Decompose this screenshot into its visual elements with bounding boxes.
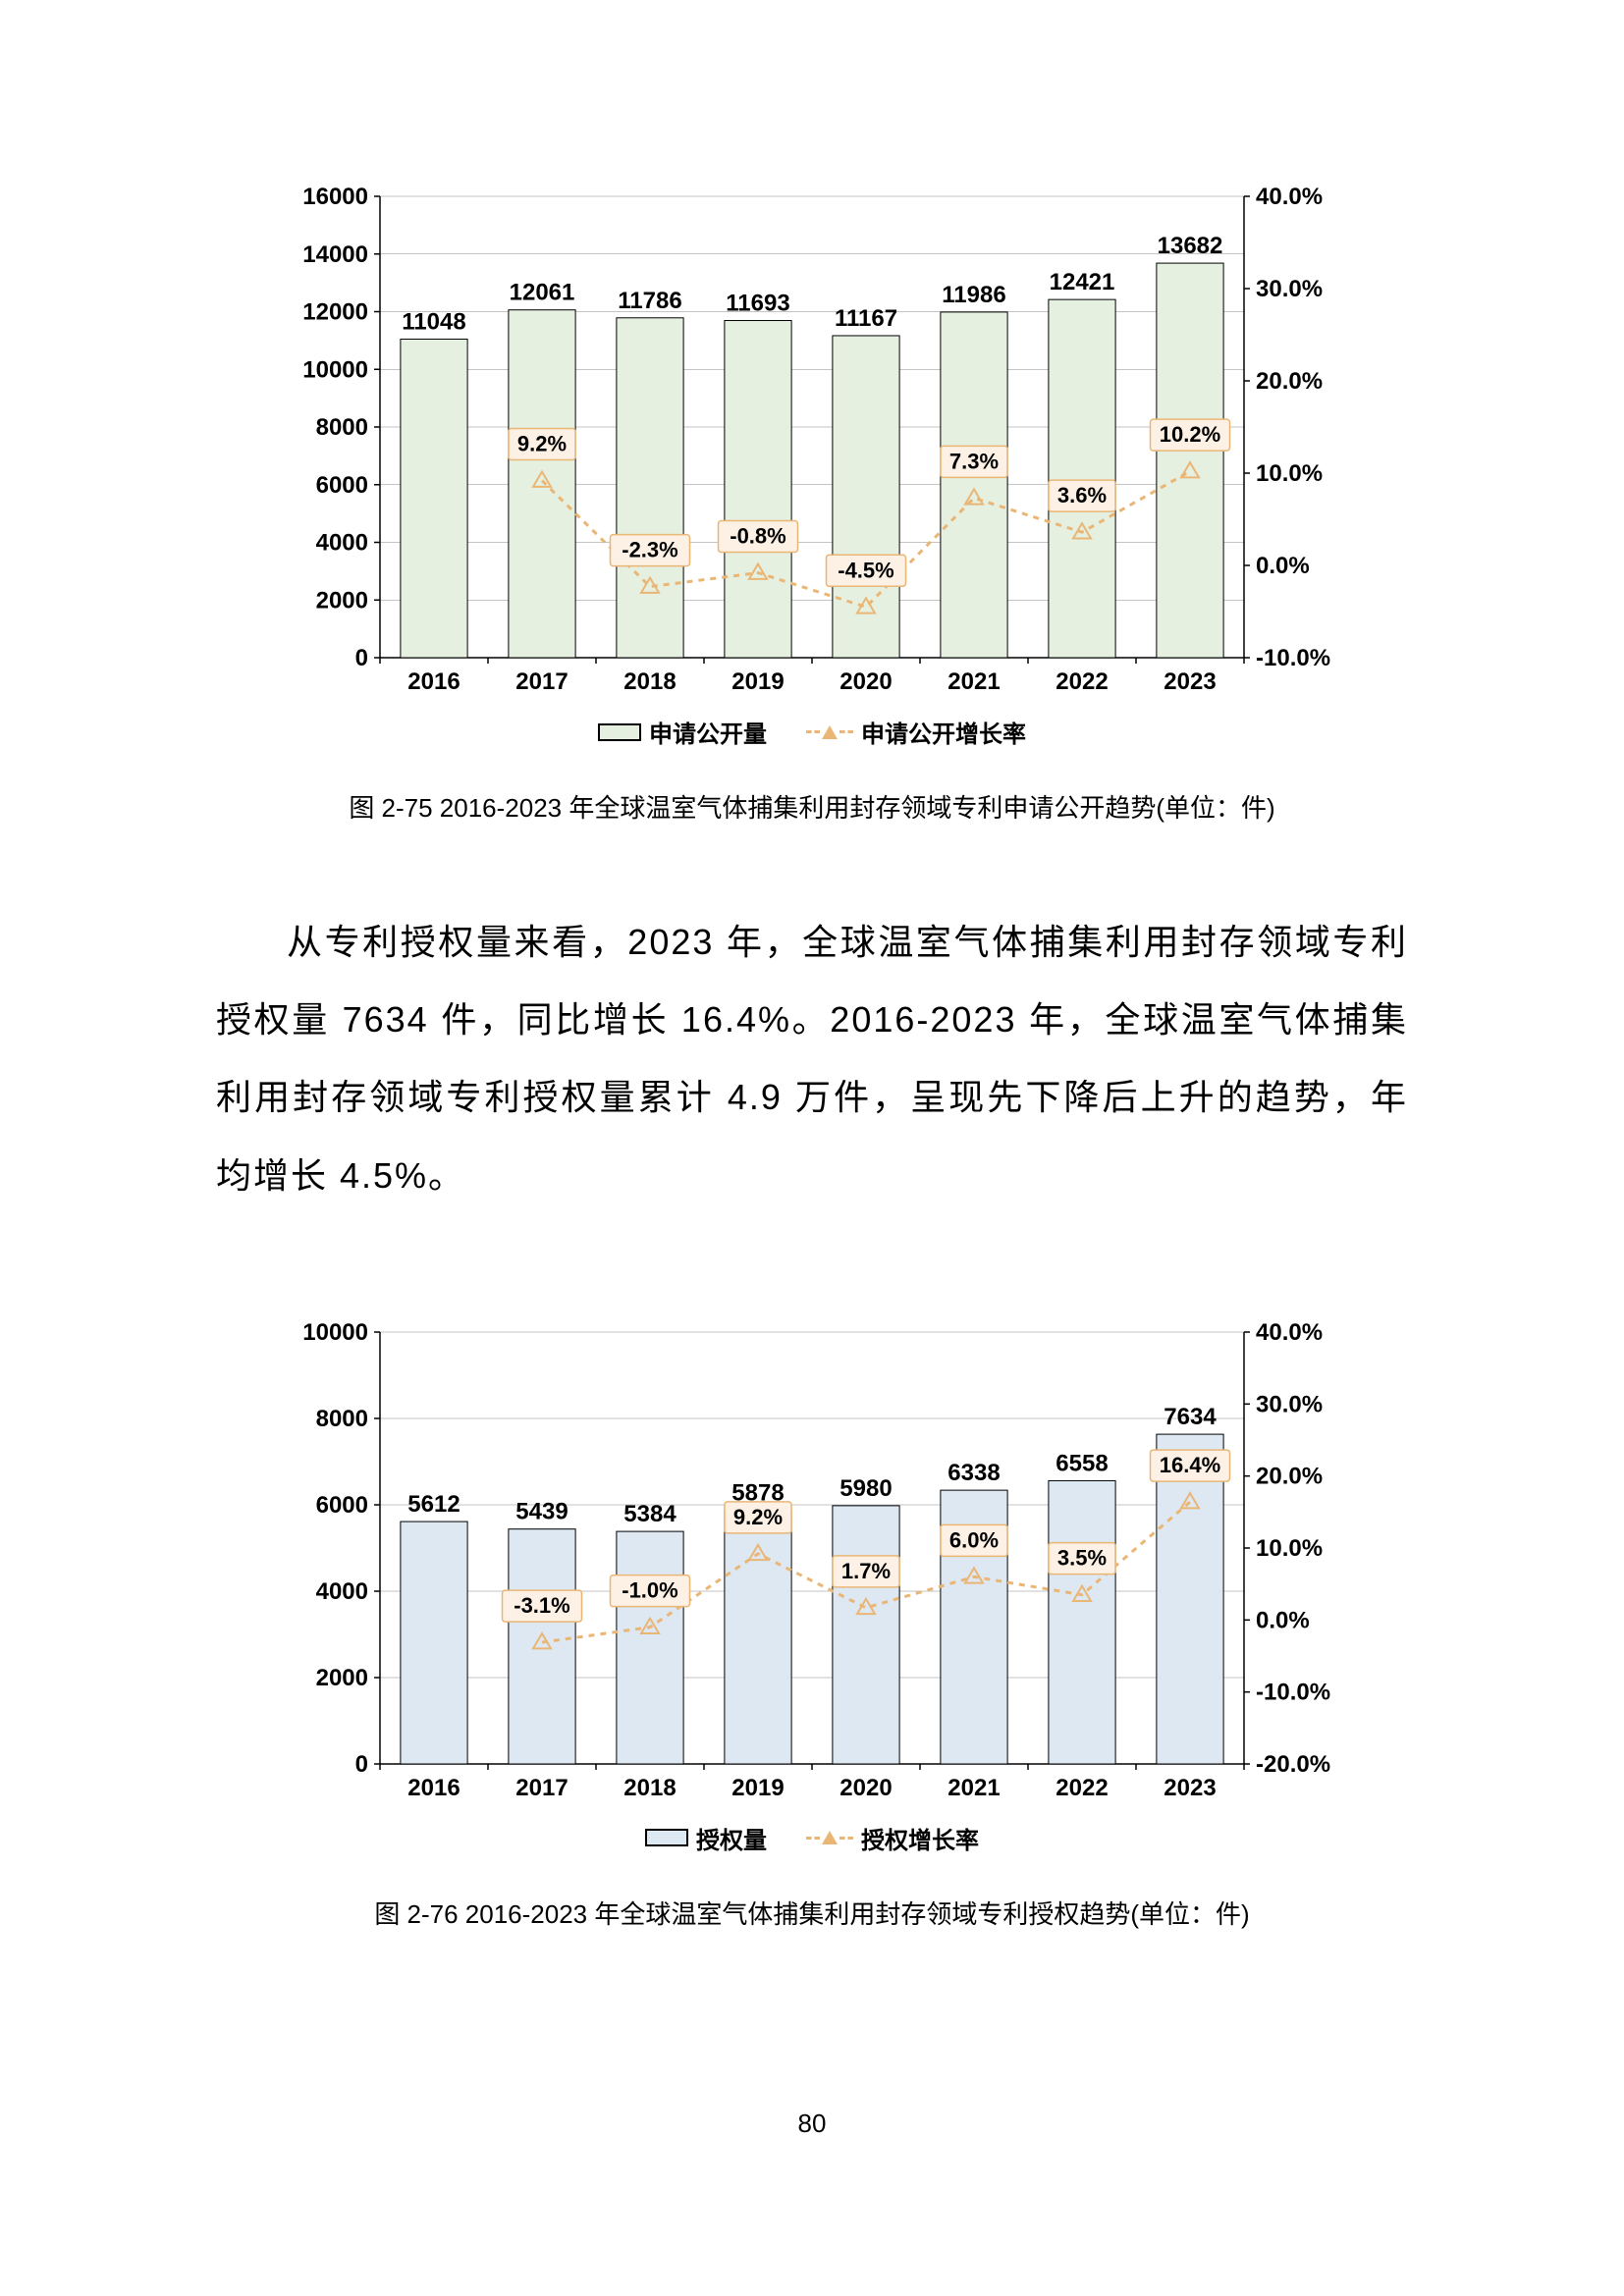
svg-text:14000: 14000 — [302, 241, 368, 268]
svg-text:9.2%: 9.2% — [733, 1505, 783, 1529]
chart-2-svg: 0 2000 4000 6000 8000 10000 -20.0% -10.0% 0.0% 10… — [272, 1293, 1352, 1813]
chart-1-legend: 申请公开量 申请公开增长率 — [272, 715, 1352, 749]
svg-text:11786: 11786 — [618, 288, 681, 314]
svg-text:6000: 6000 — [316, 472, 368, 499]
svg-text:2016: 2016 — [407, 1775, 460, 1801]
svg-text:2019: 2019 — [731, 1775, 784, 1801]
svg-text:2020: 2020 — [839, 668, 892, 695]
legend-bar-label: 申请公开量 — [649, 715, 767, 749]
svg-text:30.0%: 30.0% — [1256, 276, 1323, 302]
svg-text:6338: 6338 — [947, 1460, 1000, 1486]
svg-text:2017: 2017 — [515, 668, 568, 695]
svg-text:12000: 12000 — [302, 299, 368, 326]
svg-text:0: 0 — [355, 645, 368, 671]
svg-text:2017: 2017 — [515, 1775, 568, 1801]
svg-text:6.0%: 6.0% — [949, 1527, 999, 1552]
svg-text:7.3%: 7.3% — [949, 449, 999, 473]
svg-text:2022: 2022 — [1056, 1775, 1108, 1801]
svg-text:5980: 5980 — [839, 1475, 892, 1502]
chart-2: 0 2000 4000 6000 8000 10000 -20.0% -10.0% 0.0% 10… — [272, 1293, 1352, 1855]
page-number: 80 — [0, 2109, 1624, 2139]
svg-text:10.0%: 10.0% — [1256, 1535, 1323, 1562]
svg-text:20.0%: 20.0% — [1256, 368, 1323, 395]
svg-text:20.0%: 20.0% — [1256, 1463, 1323, 1489]
chart-2-caption: 图 2-76 2016-2023 年全球温室气体捕集利用封存领域专利授权趋势(单… — [196, 1895, 1428, 1931]
chart-1-caption: 图 2-75 2016-2023 年全球温室气体捕集利用封存领域专利申请公开趋势… — [196, 788, 1428, 825]
svg-text:30.0%: 30.0% — [1256, 1391, 1323, 1417]
body-paragraph: 从专利授权量来看，2023 年，全球温室气体捕集利用封存领域专利授权量 7634… — [196, 903, 1428, 1214]
svg-text:16.4%: 16.4% — [1160, 1453, 1220, 1477]
legend-line-label: 申请公开增长率 — [861, 715, 1026, 749]
svg-text:6558: 6558 — [1056, 1450, 1108, 1476]
legend-line-item: 授权增长率 — [806, 1821, 979, 1855]
legend-bar-item: 申请公开量 — [598, 715, 767, 749]
svg-text:12421: 12421 — [1050, 269, 1115, 295]
svg-text:0: 0 — [355, 1751, 368, 1778]
svg-text:10.0%: 10.0% — [1256, 460, 1323, 487]
svg-text:1.7%: 1.7% — [841, 1559, 891, 1583]
svg-text:2019: 2019 — [731, 668, 784, 695]
legend-line-label: 授权增长率 — [861, 1821, 979, 1855]
chart-2-legend: 授权量 授权增长率 — [272, 1821, 1352, 1855]
chart-1: 0 2000 4000 6000 8000 10000 12000 14000 16000 -10… — [272, 157, 1352, 749]
svg-text:3.6%: 3.6% — [1057, 483, 1107, 507]
svg-text:11048: 11048 — [402, 308, 465, 335]
chart-1-svg: 0 2000 4000 6000 8000 10000 12000 14000 16000 -10… — [272, 157, 1352, 707]
svg-text:3.5%: 3.5% — [1057, 1545, 1107, 1570]
svg-text:5384: 5384 — [623, 1501, 677, 1527]
svg-text:0.0%: 0.0% — [1256, 1607, 1310, 1633]
svg-text:6000: 6000 — [316, 1492, 368, 1519]
legend-line-swatch — [806, 1831, 853, 1844]
svg-text:4000: 4000 — [316, 530, 368, 557]
document-page: 0 2000 4000 6000 8000 10000 12000 14000 16000 -10… — [0, 0, 1624, 2296]
svg-text:-10.0%: -10.0% — [1256, 1679, 1330, 1705]
svg-text:9.2%: 9.2% — [517, 432, 567, 456]
svg-text:-2.3%: -2.3% — [622, 538, 677, 562]
svg-text:11986: 11986 — [942, 282, 1005, 308]
svg-text:-4.5%: -4.5% — [838, 558, 893, 582]
svg-text:11167: 11167 — [835, 305, 897, 332]
svg-text:-0.8%: -0.8% — [730, 524, 785, 549]
svg-text:2016: 2016 — [407, 668, 460, 695]
svg-text:2018: 2018 — [623, 1775, 676, 1801]
svg-text:2020: 2020 — [839, 1775, 892, 1801]
svg-text:2022: 2022 — [1056, 668, 1108, 695]
legend-bar-label: 授权量 — [696, 1821, 767, 1855]
svg-text:8000: 8000 — [316, 1406, 368, 1432]
svg-text:5439: 5439 — [515, 1498, 568, 1524]
svg-text:-3.1%: -3.1% — [514, 1593, 569, 1618]
svg-text:10.2%: 10.2% — [1160, 422, 1220, 447]
svg-text:2023: 2023 — [1164, 668, 1216, 695]
svg-text:12061: 12061 — [510, 280, 575, 306]
legend-bar-swatch — [598, 723, 641, 741]
svg-text:4000: 4000 — [316, 1578, 368, 1605]
svg-text:5612: 5612 — [407, 1491, 460, 1518]
svg-text:10000: 10000 — [302, 356, 368, 383]
svg-text:16000: 16000 — [302, 184, 368, 210]
svg-text:-10.0%: -10.0% — [1256, 645, 1330, 671]
svg-text:7634: 7634 — [1164, 1404, 1217, 1430]
svg-text:13682: 13682 — [1158, 233, 1223, 259]
svg-text:0.0%: 0.0% — [1256, 553, 1310, 579]
svg-text:2000: 2000 — [316, 587, 368, 614]
svg-text:40.0%: 40.0% — [1256, 184, 1323, 210]
svg-text:8000: 8000 — [316, 414, 368, 441]
svg-text:2018: 2018 — [623, 668, 676, 695]
svg-text:10000: 10000 — [302, 1319, 368, 1346]
svg-text:2021: 2021 — [947, 1775, 1000, 1801]
legend-line-item: 申请公开增长率 — [806, 715, 1026, 749]
legend-bar-item: 授权量 — [645, 1821, 767, 1855]
svg-text:11693: 11693 — [726, 291, 789, 317]
legend-bar-swatch — [645, 1829, 688, 1846]
svg-text:2023: 2023 — [1164, 1775, 1216, 1801]
svg-text:2000: 2000 — [316, 1665, 368, 1691]
svg-text:-1.0%: -1.0% — [622, 1577, 677, 1602]
svg-text:-20.0%: -20.0% — [1256, 1751, 1330, 1778]
legend-line-swatch — [806, 725, 853, 739]
svg-text:40.0%: 40.0% — [1256, 1319, 1323, 1346]
svg-text:2021: 2021 — [947, 668, 1000, 695]
